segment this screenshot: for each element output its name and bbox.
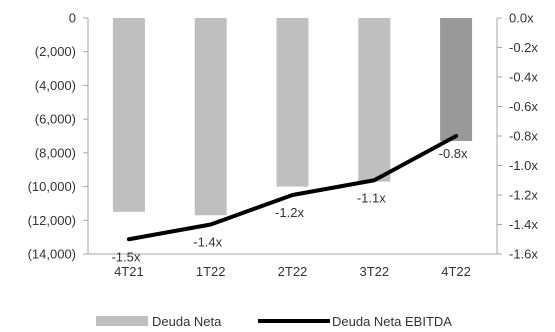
legend-swatch-bar bbox=[96, 316, 148, 326]
legend: Deuda Neta Deuda Neta EBITDA bbox=[96, 314, 452, 329]
left-tick-label: (8,000) bbox=[35, 145, 76, 160]
bar-series bbox=[112, 18, 473, 216]
right-tick-label: -1.4x bbox=[509, 217, 538, 232]
line-data-label: -1.5x bbox=[111, 249, 140, 264]
line-path bbox=[126, 134, 459, 242]
category-label: 4T21 bbox=[114, 264, 144, 279]
line-data-label: -1.4x bbox=[193, 235, 222, 250]
right-tick-label: 0.0x bbox=[509, 11, 534, 26]
legend-label-bar: Deuda Neta bbox=[152, 314, 222, 329]
bar bbox=[276, 18, 309, 187]
left-tick-label: (12,000) bbox=[28, 213, 76, 228]
left-tick-label: (2,000) bbox=[35, 44, 76, 59]
axes: 0 (2,000) (4,000) (6,000) (8,000) (10,000) (12… bbox=[28, 11, 539, 280]
bar bbox=[440, 18, 473, 142]
right-tick-label: -0.2x bbox=[509, 40, 538, 55]
category-label: 3T22 bbox=[359, 264, 389, 279]
line-data-label: -1.2x bbox=[275, 205, 304, 220]
line-data-label: -0.8x bbox=[439, 146, 468, 161]
left-tick-label: (14,000) bbox=[28, 247, 76, 262]
line-series bbox=[126, 134, 459, 242]
bar bbox=[112, 18, 145, 212]
left-tick-label: (4,000) bbox=[35, 78, 76, 93]
category-label: 4T22 bbox=[441, 264, 471, 279]
category-label: 2T22 bbox=[278, 264, 308, 279]
right-tick-label: -0.8x bbox=[509, 129, 538, 144]
right-tick-label: -0.4x bbox=[509, 70, 538, 85]
left-tick-label: (10,000) bbox=[28, 179, 76, 194]
line-data-label: -1.1x bbox=[357, 190, 386, 205]
bar bbox=[194, 18, 227, 216]
line-data-labels: -1.5x -1.4x -1.2x -1.1x -0.8x bbox=[111, 146, 468, 264]
bar bbox=[358, 18, 391, 182]
legend-label-line: Deuda Neta EBITDA bbox=[332, 314, 452, 329]
right-tick-label: -1.2x bbox=[509, 188, 538, 203]
category-label: 1T22 bbox=[196, 264, 226, 279]
right-tick-label: -1.6x bbox=[509, 247, 538, 262]
left-tick-label: 0 bbox=[69, 11, 76, 26]
left-tick-label: (6,000) bbox=[35, 112, 76, 127]
right-tick-label: -0.6x bbox=[509, 99, 538, 114]
right-tick-label: -1.0x bbox=[509, 158, 538, 173]
